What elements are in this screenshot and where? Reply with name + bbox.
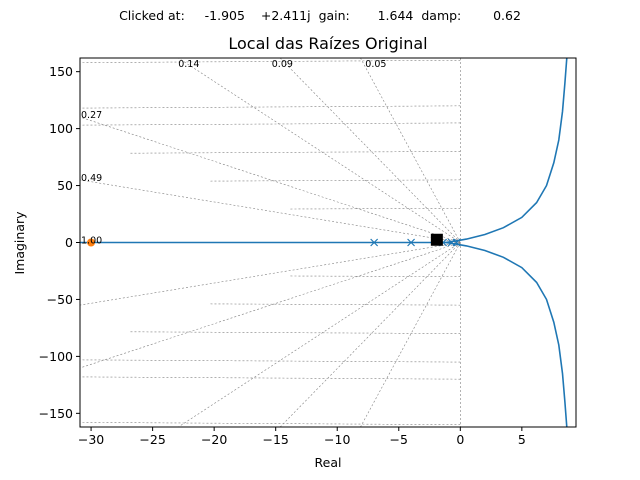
damping-line-3-lower — [177, 242, 461, 427]
pole-cross-b — [452, 238, 461, 247]
x-tick-label-4: −10 — [324, 432, 350, 447]
x-tick-label-3: −15 — [262, 432, 288, 447]
clicked-at-label: Clicked at: — [119, 8, 185, 23]
locus-branches — [80, 58, 568, 427]
damping-label-4: 0.09 — [272, 59, 293, 70]
damping-label-5: 0.05 — [365, 59, 386, 70]
damping-line-2-lower — [80, 242, 461, 369]
wn-contour-3-lower — [80, 359, 461, 363]
pole-zero-markers — [87, 233, 461, 247]
pole-marker-4 — [452, 238, 461, 247]
damp-value: 0.62 — [493, 8, 521, 23]
y-tick-label-5: 100 — [49, 121, 73, 136]
y-tick-label-1: −100 — [39, 349, 73, 364]
zero-marker-0 — [87, 238, 96, 247]
damping-label-1: 0.49 — [81, 173, 102, 184]
y-tick-label-0: −150 — [39, 406, 73, 421]
gain-value: 1.644 — [377, 8, 414, 23]
x-tick-label-7: 5 — [518, 432, 526, 447]
x-tick-label-2: −20 — [201, 432, 227, 447]
damping-line-3-upper — [177, 58, 461, 243]
pole-marker-0 — [370, 238, 379, 247]
upper-branch — [445, 58, 568, 244]
wn-contour-4-upper — [80, 105, 461, 109]
damp-label: damp: — [421, 8, 462, 23]
clicked-real-value: -1.905 — [204, 8, 245, 23]
damping-line-4-upper — [279, 58, 461, 243]
click-status-bar: Clicked at: -1.905 +2.411j gain: 1.644 d… — [0, 8, 640, 23]
damping-label-3: 0.14 — [178, 59, 199, 70]
x-axis-ticks: −30 −25 −20 −15 −10 −5 0 5 — [78, 427, 526, 447]
damping-labels: 1.00 0.49 0.27 0.14 0.09 0.05 — [81, 59, 386, 247]
wn-contour-4-lower — [80, 376, 461, 380]
wn-contour-0-upper — [290, 208, 461, 210]
damping-label-2: 0.27 — [81, 110, 102, 121]
lower-branch — [445, 241, 568, 427]
y-axis-label: Imaginary — [12, 211, 27, 275]
x-axis-label: Real — [315, 455, 342, 470]
plot-area[interactable] — [0, 0, 568, 480]
y-axis-ticks: −150 −100 −50 0 50 100 150 — [39, 64, 80, 421]
wn-contour-1-upper — [210, 179, 461, 182]
damping-line-4-lower — [279, 242, 461, 427]
x-tick-label-0: −30 — [78, 432, 104, 447]
pole-cross-b — [370, 238, 379, 247]
x-tick-label-6: 0 — [456, 432, 464, 447]
wn-contour-2-upper — [130, 151, 461, 154]
damping-label-0: 1.00 — [81, 236, 102, 247]
clicked-imag-value: +2.411j — [260, 8, 311, 23]
x-tick-label-5: −5 — [390, 432, 408, 447]
y-tick-label-6: 150 — [49, 64, 73, 79]
damping-line-2-upper — [80, 116, 461, 243]
wn-contour-0-lower — [290, 275, 461, 277]
y-tick-label-2: −50 — [47, 292, 73, 307]
damping-grid — [80, 58, 461, 427]
y-tick-label-4: 50 — [57, 178, 73, 193]
wn-contour-2-lower — [130, 331, 461, 334]
wn-contour-5-lower — [80, 422, 461, 426]
wn-contour-3-upper — [80, 122, 461, 126]
pole-marker-1 — [407, 238, 416, 247]
wn-contour-1-lower — [210, 303, 461, 306]
x-tick-label-1: −25 — [139, 432, 165, 447]
y-tick-label-3: 0 — [65, 235, 73, 250]
wn-contour-5-upper — [80, 59, 461, 63]
chart-title: Local das Raízes Original — [228, 34, 427, 53]
gain-label: gain: — [318, 8, 350, 23]
pole-cross-b — [407, 238, 416, 247]
selected-point-marker — [430, 233, 443, 246]
